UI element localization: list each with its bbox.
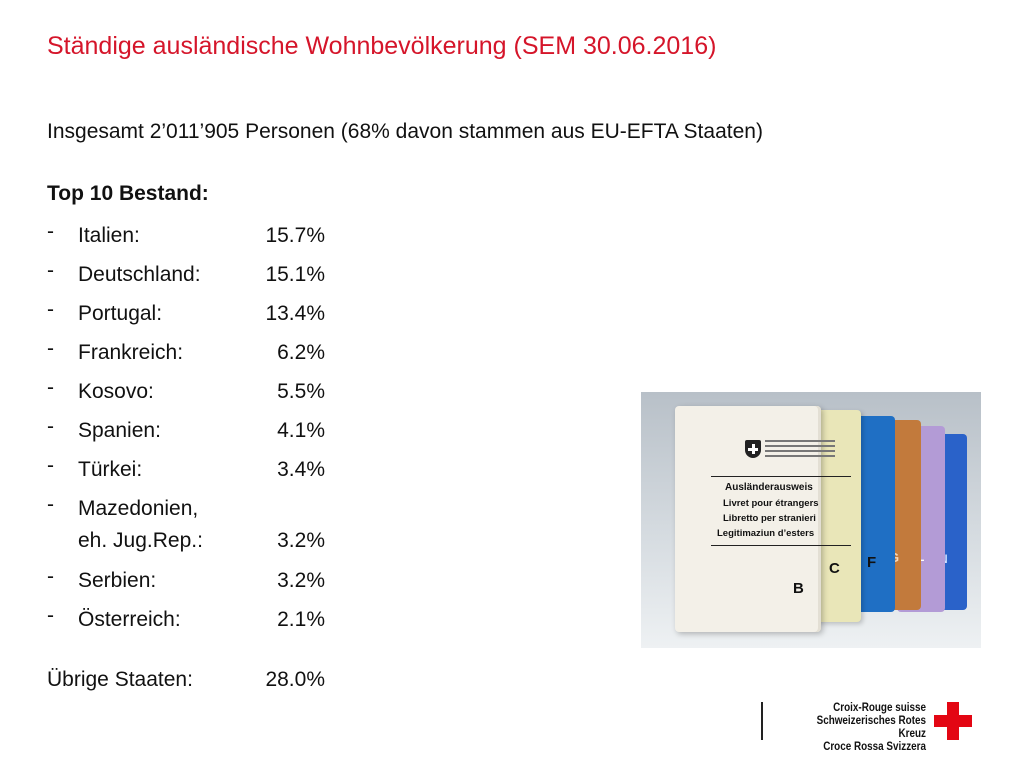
bullet-dash: - [47,220,54,243]
list-item: - Italien: 15.7% [47,220,347,259]
country-name: Spanien: [78,419,161,442]
slide-subtitle: Insgesamt 2’011’905 Personen (68% davon … [47,120,763,143]
country-share: 5.5% [277,380,325,403]
permit-booklets-photo: N L G F C Ausländerausweis Livret pour é… [641,392,981,648]
logo-line: Schweizerisches Rotes Kreuz [816,715,926,740]
red-cross-logo-text: Croix-Rouge suisse Schweizerisches Rotes… [792,702,926,754]
country-name: Serbien: [78,569,157,592]
country-name: Italien: [78,224,140,247]
list-item: - Frankreich: 6.2% [47,337,347,376]
bullet-dash: - [47,298,54,321]
booklet-title-line: Livret pour étrangers [723,498,819,509]
other-states-label: Übrige Staaten: [47,668,193,691]
list-heading: Top 10 Bestand: [47,182,209,205]
logo-divider [761,702,763,740]
country-name: Frankreich: [78,341,184,364]
country-name: Österreich: [78,608,181,631]
swiss-crest-icon [745,440,761,458]
logo-line: Croce Rossa Svizzera [823,741,926,753]
permit-booklet-b: Ausländerausweis Livret pour étrangers L… [675,406,851,632]
permit-letter: F [867,554,877,571]
country-name: Türkei: [78,458,143,481]
list-item: - Kosovo: 5.5% [47,376,347,415]
bullet-dash: - [47,415,54,438]
booklet-title-block: Ausländerausweis Livret pour étrangers L… [711,476,851,546]
logo-line: Croix-Rouge suisse [833,702,926,714]
list-item: - Portugal: 13.4% [47,298,347,337]
other-states-row: Übrige Staaten: 28.0% [47,664,347,696]
country-share: 3.2% [277,569,325,592]
slide-title: Ständige ausländische Wohnbevölkerung (S… [47,32,717,60]
country-share: 6.2% [277,341,325,364]
country-share: 15.7% [265,224,325,247]
country-name: Mazedonien, eh. Jug.Rep.: [78,497,203,552]
country-name: Kosovo: [78,380,154,403]
bullet-dash: - [47,493,54,516]
country-name: Portugal: [78,302,163,325]
bullet-dash: - [47,565,54,588]
list-item: - Türkei: 3.4% [47,454,347,493]
country-share: 13.4% [265,302,325,325]
bullet-dash: - [47,337,54,360]
permit-letter: B [793,580,804,597]
booklet-title-line: Ausländerausweis [725,482,813,493]
country-share: 3.4% [277,458,325,481]
list-item: - Serbien: 3.2% [47,565,347,604]
booklet-title-line: Legitimaziun d’esters [717,528,815,539]
list-item: - Österreich: 2.1% [47,604,347,643]
list-item: - Deutschland: 15.1% [47,259,347,298]
list-item: - Mazedonien, eh. Jug.Rep.: 3.2% [47,493,347,565]
country-share: 4.1% [277,419,325,442]
bullet-dash: - [47,376,54,399]
bullet-dash: - [47,454,54,477]
booklet-header [765,440,835,460]
permit-letter: C [829,560,840,577]
country-share: 2.1% [277,608,325,631]
bullet-dash: - [47,604,54,627]
country-share: 15.1% [265,263,325,286]
bullet-dash: - [47,259,54,282]
other-states-share: 28.0% [265,668,325,691]
country-share: 3.2% [277,529,325,552]
list-item: - Spanien: 4.1% [47,415,347,454]
red-cross-icon [934,702,972,740]
booklet-title-line: Libretto per stranieri [723,513,816,524]
top10-list: - Italien: 15.7% - Deutschland: 15.1% - … [47,220,347,643]
country-name: Deutschland: [78,263,201,286]
